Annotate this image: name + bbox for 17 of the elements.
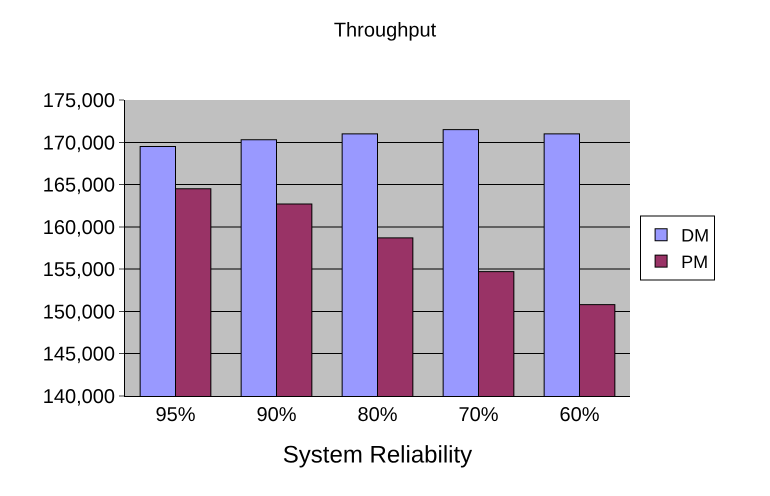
y-tick-label: 155,000 [42, 259, 115, 282]
y-tick-label: 165,000 [42, 174, 115, 197]
chart-title: Throughput [334, 19, 437, 42]
x-tick-label: 70% [458, 404, 499, 426]
y-tick-label: 175,000 [42, 90, 115, 112]
x-tick-label: 90% [256, 404, 297, 426]
y-tick-label: 160,000 [42, 216, 115, 239]
y-tick-label: 145,000 [42, 344, 115, 366]
x-tick-label: 80% [357, 404, 398, 426]
x-axis-title: System Reliability [282, 441, 472, 468]
y-tick-label: 140,000 [42, 386, 115, 408]
legend-label: PM [681, 252, 708, 272]
y-tick-label: 170,000 [42, 132, 115, 154]
y-tick-label: 150,000 [42, 301, 115, 324]
x-tick-label: 95% [155, 404, 196, 426]
legend-label: DM [681, 226, 710, 246]
x-tick-label: 60% [559, 404, 600, 426]
